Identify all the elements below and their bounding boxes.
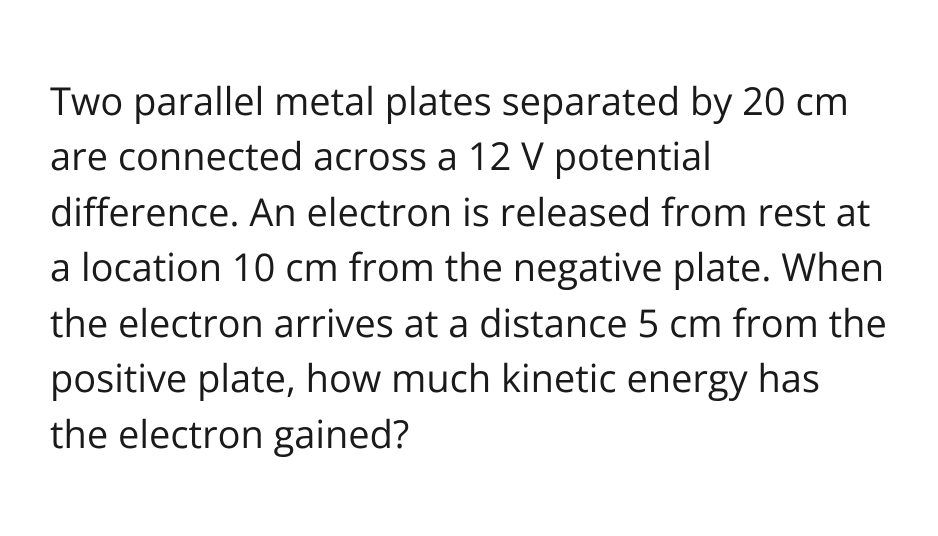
question-text: Two parallel metal plates separated by 2…: [50, 74, 888, 462]
question-container: Two parallel metal plates separated by 2…: [0, 0, 938, 536]
